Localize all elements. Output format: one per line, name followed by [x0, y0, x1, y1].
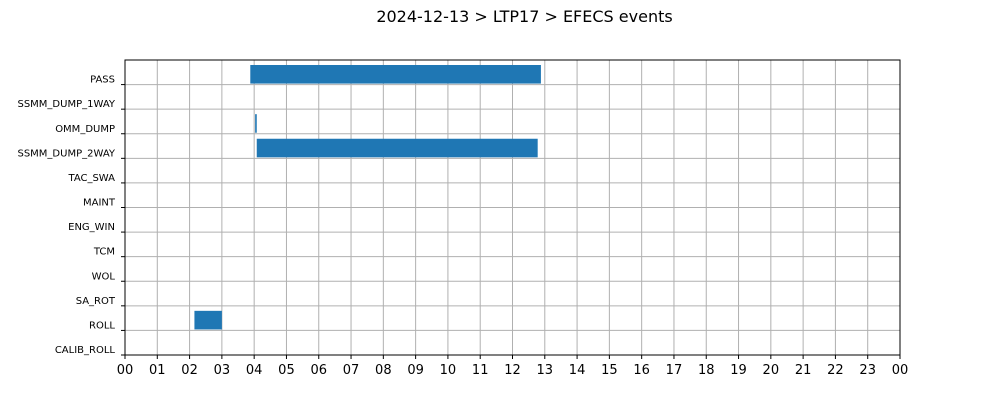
- event-bar: [255, 114, 257, 133]
- x-tick-label: 04: [246, 363, 263, 378]
- x-tick-label: 17: [666, 363, 683, 378]
- y-tick-label: MAINT: [83, 198, 116, 209]
- x-tick-label: 00: [117, 363, 134, 378]
- x-tick-label: 08: [375, 363, 392, 378]
- x-tick-label: 07: [343, 363, 360, 378]
- x-tick-label: 19: [730, 363, 747, 378]
- y-tick-label: TAC_SWA: [67, 173, 115, 184]
- x-tick-label: 03: [214, 363, 231, 378]
- event-bar: [194, 310, 222, 330]
- x-tick-label: 13: [537, 363, 554, 378]
- y-tick-label: SSMM_DUMP_1WAY: [17, 99, 115, 110]
- x-tick-label: 18: [698, 363, 715, 378]
- y-tick-label: PASS: [90, 75, 115, 86]
- x-tick-label: 00: [892, 363, 909, 378]
- y-axis: PASS SSMM_DUMP_1WAY OMM_DUMP SSMM_DUMP_2WAY…: [17, 75, 125, 356]
- x-tick-label: 23: [859, 363, 876, 378]
- x-tick-label: 22: [827, 363, 844, 378]
- x-tick-label: 14: [569, 363, 586, 378]
- x-tick-label: 11: [472, 363, 489, 378]
- x-tick-label: 09: [407, 363, 424, 378]
- y-tick-label: TCM: [93, 247, 115, 258]
- y-tick-label: WOL: [92, 271, 116, 282]
- plot-frame: [124, 59, 901, 356]
- x-tick-label: 15: [601, 363, 618, 378]
- y-tick-label: CALIB_ROLL: [55, 345, 116, 356]
- x-tick-label: 20: [763, 363, 780, 378]
- y-tick-label: ENG_WIN: [68, 222, 115, 233]
- x-axis: 00 01 02 03 04 05 06 07 08 09 10 11 12 13 14 15 16 17 18 19…: [117, 355, 909, 378]
- event-bars: [194, 65, 541, 330]
- x-tick-label: 10: [440, 363, 457, 378]
- x-tick-label: 06: [310, 363, 327, 378]
- event-bar: [250, 65, 541, 84]
- x-tick-label: 16: [633, 363, 650, 378]
- x-tick-label: 01: [149, 363, 166, 378]
- grid: [124, 60, 901, 355]
- x-tick-label: 02: [181, 363, 198, 378]
- y-tick-label: SA_ROT: [76, 296, 116, 307]
- y-tick-label: ROLL: [89, 320, 115, 331]
- y-tick-label: OMM_DUMP: [55, 124, 115, 135]
- y-tick-label: SSMM_DUMP_2WAY: [17, 148, 115, 159]
- x-tick-label: 12: [504, 363, 521, 378]
- event-bar: [256, 138, 538, 158]
- x-tick-label: 21: [795, 363, 812, 378]
- x-tick-label: 05: [278, 363, 295, 378]
- chart-title: 2024-12-13 > LTP17 > EFECS events: [376, 7, 672, 26]
